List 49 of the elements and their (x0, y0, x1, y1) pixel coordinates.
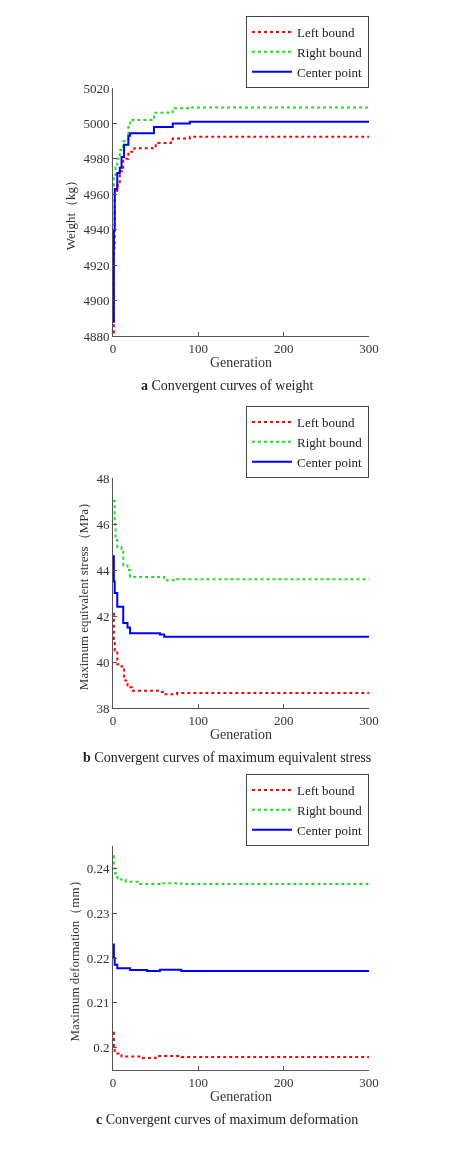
x-tick-label: 200 (273, 712, 294, 728)
x-tick-label: 200 (273, 1074, 294, 1090)
y-tick-label: 4940 (83, 222, 110, 238)
legend-label: Left bound (297, 783, 355, 799)
x-axis-title: Generation (209, 726, 273, 742)
legend-label: Right bound (297, 44, 363, 60)
y-tick-label: 4920 (83, 257, 110, 273)
legend-label: Right bound (297, 434, 363, 450)
legend-label: Center point (297, 454, 363, 470)
text: a Convergent curves of weight (141, 378, 314, 393)
x-axis-title: Generation (209, 354, 273, 370)
x-tick-label: 300 (359, 712, 379, 728)
y-tick-label: 0.23 (86, 905, 110, 921)
legend-label: Left bound (297, 25, 355, 41)
text: b Convergent curves of maximum equivalent stress (83, 750, 372, 765)
y-tick-label: 4900 (83, 293, 110, 309)
x-tick-label: 0 (109, 712, 117, 728)
y-tick-label: 38 (96, 700, 110, 716)
x-tick-label: 200 (273, 340, 294, 356)
x-tick-label: 300 (359, 340, 379, 356)
legend-label: Center point (297, 822, 363, 838)
y-tick-label: 4880 (83, 328, 110, 344)
text: c Convergent curves of maximum deformation (96, 1112, 359, 1127)
y-tick-label: 5020 (83, 80, 110, 96)
y-tick-label: 0.21 (86, 995, 110, 1011)
x-tick-label: 100 (188, 340, 209, 356)
legend-label: Left bound (297, 415, 355, 431)
x-tick-label: 100 (188, 712, 209, 728)
legend-label: Center point (297, 64, 363, 80)
y-axis-title: Weight（kg） (63, 173, 79, 251)
y-axis-title: Maximum deformation（mm） (66, 874, 82, 1042)
y-tick-label: 4960 (83, 186, 110, 202)
x-axis-title: Generation (209, 1088, 273, 1104)
x-tick-label: 0 (109, 1074, 117, 1090)
y-tick-label: 0.22 (86, 950, 110, 966)
y-tick-label: 4980 (83, 151, 110, 167)
y-axis-title: Maximum equivalent stress（MPa） (76, 495, 92, 691)
y-tick-label: 48 (96, 470, 110, 486)
legend-label: Right bound (297, 802, 363, 818)
x-tick-label: 300 (359, 1074, 379, 1090)
y-tick-label: 0.24 (86, 860, 110, 876)
y-tick-label: 46 (96, 516, 110, 532)
y-tick-label: 42 (96, 608, 110, 624)
y-tick-label: 5000 (83, 115, 110, 131)
x-tick-label: 0 (109, 340, 117, 356)
y-tick-label: 44 (96, 562, 110, 578)
x-tick-label: 100 (188, 1074, 209, 1090)
y-tick-label: 40 (96, 654, 110, 670)
y-tick-label: 0.2 (93, 1040, 110, 1056)
